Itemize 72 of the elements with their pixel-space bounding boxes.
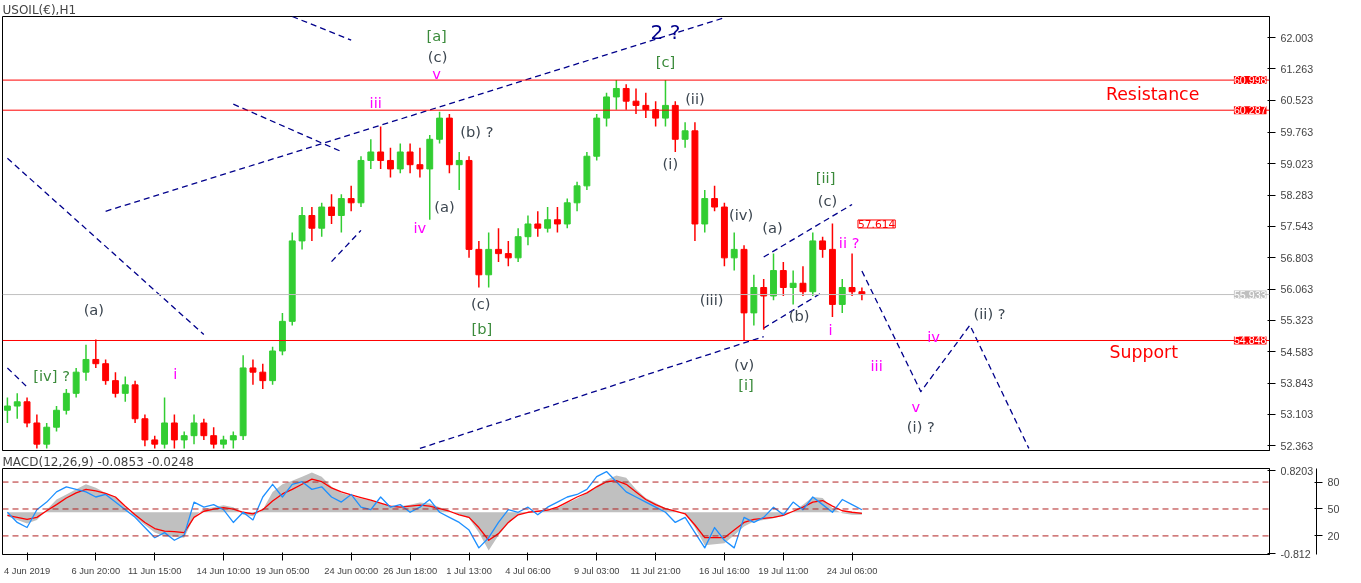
annotation: (a) bbox=[83, 300, 105, 318]
x-tick-label: 4 Jun 2019 bbox=[3, 565, 51, 576]
annotation: i bbox=[828, 321, 833, 339]
chart-title: USOIL(€),H1 bbox=[2, 2, 77, 17]
y-tick-label: 57.543 bbox=[1280, 220, 1314, 233]
annotation: (i) bbox=[662, 154, 679, 172]
y-tick-label: 56.063 bbox=[1280, 283, 1314, 296]
x-tick-label: 16 Jul 16:00 bbox=[698, 565, 750, 576]
annotation: (b) ? bbox=[460, 123, 494, 141]
x-tick-label: 24 Jul 06:00 bbox=[826, 565, 878, 576]
annotation: (b) bbox=[788, 307, 810, 325]
annotation: 57.614 bbox=[857, 217, 896, 231]
x-tick-label: 14 Jun 10:00 bbox=[196, 565, 251, 576]
ref-line-label: 60.287 bbox=[1233, 104, 1267, 117]
annotation: [i] bbox=[738, 376, 754, 394]
x-tick-label: 11 Jul 21:00 bbox=[630, 565, 681, 576]
ref-line-label: 60.998 bbox=[1233, 74, 1267, 87]
annotation: (ii) ? bbox=[973, 305, 1006, 323]
y-tick-label: 55.323 bbox=[1280, 314, 1314, 327]
annotation: (v) bbox=[733, 355, 755, 373]
annotation: (i) ? bbox=[906, 418, 935, 436]
annotation: (iii) bbox=[699, 290, 724, 308]
x-tick-label: 19 Jun 05:00 bbox=[255, 565, 310, 576]
x-tick-label: 4 Jul 06:00 bbox=[505, 565, 551, 576]
annotation: iii bbox=[870, 357, 883, 375]
y-tick-label: -0.812 bbox=[1280, 547, 1311, 560]
y-tick-label: 61.263 bbox=[1280, 62, 1314, 75]
annotation: iii bbox=[369, 93, 382, 111]
annotation: Support bbox=[1109, 341, 1179, 362]
annotation: iv bbox=[413, 218, 427, 236]
annotation: (a) bbox=[762, 218, 783, 236]
ref-line-label: 55.933 bbox=[1233, 288, 1267, 301]
y-tick-label: 59.763 bbox=[1280, 126, 1314, 139]
annotation: ii ? bbox=[838, 234, 860, 252]
annotation: 2 ? bbox=[650, 19, 681, 44]
y2-tick-label: 20 bbox=[1327, 529, 1340, 542]
annotation: [ii] bbox=[815, 169, 836, 187]
chart-title: MACD(12,26,9) -0.0853 -0.0248 bbox=[2, 454, 194, 469]
y-tick-label: 62.003 bbox=[1280, 31, 1314, 44]
x-tick-label: 1 Jul 13:00 bbox=[446, 565, 492, 576]
x-tick-label: 19 Jul 11:00 bbox=[758, 565, 809, 576]
y2-tick-label: 80 bbox=[1327, 476, 1340, 489]
annotation: [a] bbox=[426, 27, 447, 45]
annotation: (ii) bbox=[685, 89, 705, 107]
annotation: [c] bbox=[655, 52, 676, 70]
annotation: v bbox=[432, 65, 442, 83]
x-tick-label: 11 Jun 15:00 bbox=[128, 565, 182, 576]
y-tick-label: 58.283 bbox=[1280, 189, 1314, 202]
x-tick-label: 6 Jun 20:00 bbox=[71, 565, 121, 576]
annotation: [b] bbox=[471, 320, 493, 338]
y-tick-label: 53.843 bbox=[1280, 377, 1314, 390]
y-tick-label: 59.023 bbox=[1280, 157, 1314, 170]
annotation: (iv) bbox=[729, 205, 754, 223]
y-tick-label: 53.103 bbox=[1280, 408, 1314, 421]
ref-line-label: 54.848 bbox=[1233, 334, 1267, 347]
annotation: (a) bbox=[434, 198, 455, 216]
x-tick-label: 26 Jun 18:00 bbox=[383, 565, 438, 576]
annotation: (c) bbox=[817, 192, 838, 210]
y-tick-label: 56.803 bbox=[1280, 251, 1314, 264]
y-tick-label: 60.523 bbox=[1280, 94, 1314, 107]
annotation: (c) bbox=[471, 294, 491, 312]
y-tick-label: 52.363 bbox=[1280, 439, 1314, 452]
annotation: v bbox=[911, 397, 921, 415]
y2-tick-label: 50 bbox=[1327, 502, 1340, 515]
annotation: i bbox=[173, 364, 178, 382]
x-tick-label: 24 Jun 00:00 bbox=[324, 565, 379, 576]
annotation: Resistance bbox=[1105, 84, 1200, 105]
y-tick-label: 54.583 bbox=[1280, 345, 1314, 358]
annotation: [iv] ? bbox=[33, 367, 70, 385]
y-tick-label: 0.8203 bbox=[1280, 464, 1314, 477]
x-tick-label: 9 Jul 03:00 bbox=[573, 565, 620, 576]
annotation: (c) bbox=[427, 48, 448, 66]
